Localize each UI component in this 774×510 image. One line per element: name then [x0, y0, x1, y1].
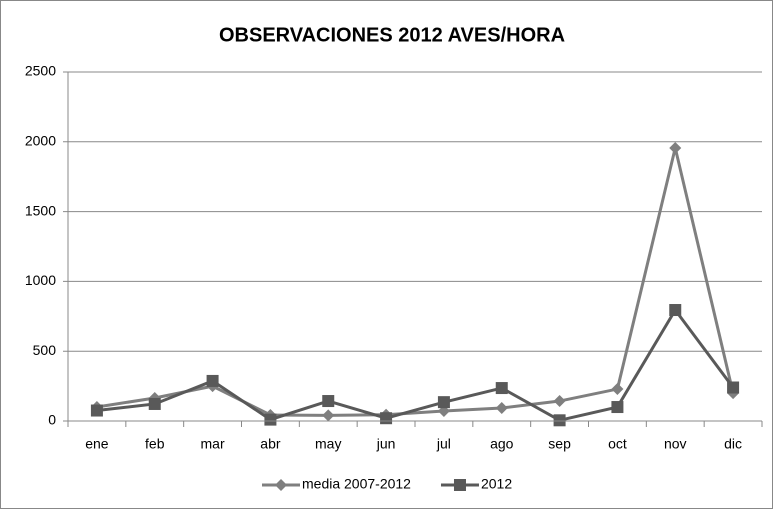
diamond-marker	[611, 383, 624, 396]
x-tick-label: may	[315, 436, 341, 452]
x-tick-label: sep	[548, 436, 571, 452]
square-marker	[453, 479, 466, 491]
square-marker	[727, 381, 740, 394]
square-marker	[437, 396, 450, 409]
x-tick-label: nov	[664, 436, 687, 452]
y-tick-label: 2500	[25, 63, 56, 79]
x-tick-label: jun	[376, 436, 396, 452]
y-tick-label: 1000	[25, 272, 56, 288]
x-tick-label: mar	[201, 436, 225, 452]
x-tick-label: ene	[85, 436, 109, 452]
series-line	[96, 307, 735, 422]
square-marker	[553, 414, 566, 427]
square-marker	[611, 401, 624, 414]
square-marker	[322, 395, 335, 408]
x-tick-label: dic	[724, 436, 742, 452]
legend-label: 2012	[481, 476, 512, 492]
y-tick-label: 1500	[25, 202, 56, 218]
square-marker	[90, 404, 103, 417]
square-marker	[380, 412, 393, 425]
square-marker	[669, 304, 682, 317]
square-marker	[148, 397, 161, 410]
diamond-marker	[495, 402, 508, 415]
x-tick-label: jul	[436, 436, 451, 452]
diamond-marker	[275, 479, 287, 491]
chart-title: OBSERVACIONES 2012 AVES/HORA	[219, 24, 565, 46]
square-marker	[206, 374, 219, 387]
legend-label: media 2007-2012	[302, 476, 411, 492]
x-tick-label: feb	[145, 436, 165, 452]
diamond-marker	[553, 395, 566, 408]
y-tick-label: 0	[48, 412, 56, 428]
x-tick-label: ago	[490, 436, 514, 452]
square-marker	[495, 382, 508, 395]
y-tick-label: 2000	[25, 133, 56, 149]
x-tick-label: oct	[608, 436, 627, 452]
square-marker	[264, 413, 277, 426]
diamond-marker	[322, 409, 335, 422]
y-tick-label: 500	[33, 342, 57, 358]
x-tick-label: abr	[260, 436, 281, 452]
series-line	[96, 147, 735, 417]
diamond-marker	[669, 141, 682, 154]
